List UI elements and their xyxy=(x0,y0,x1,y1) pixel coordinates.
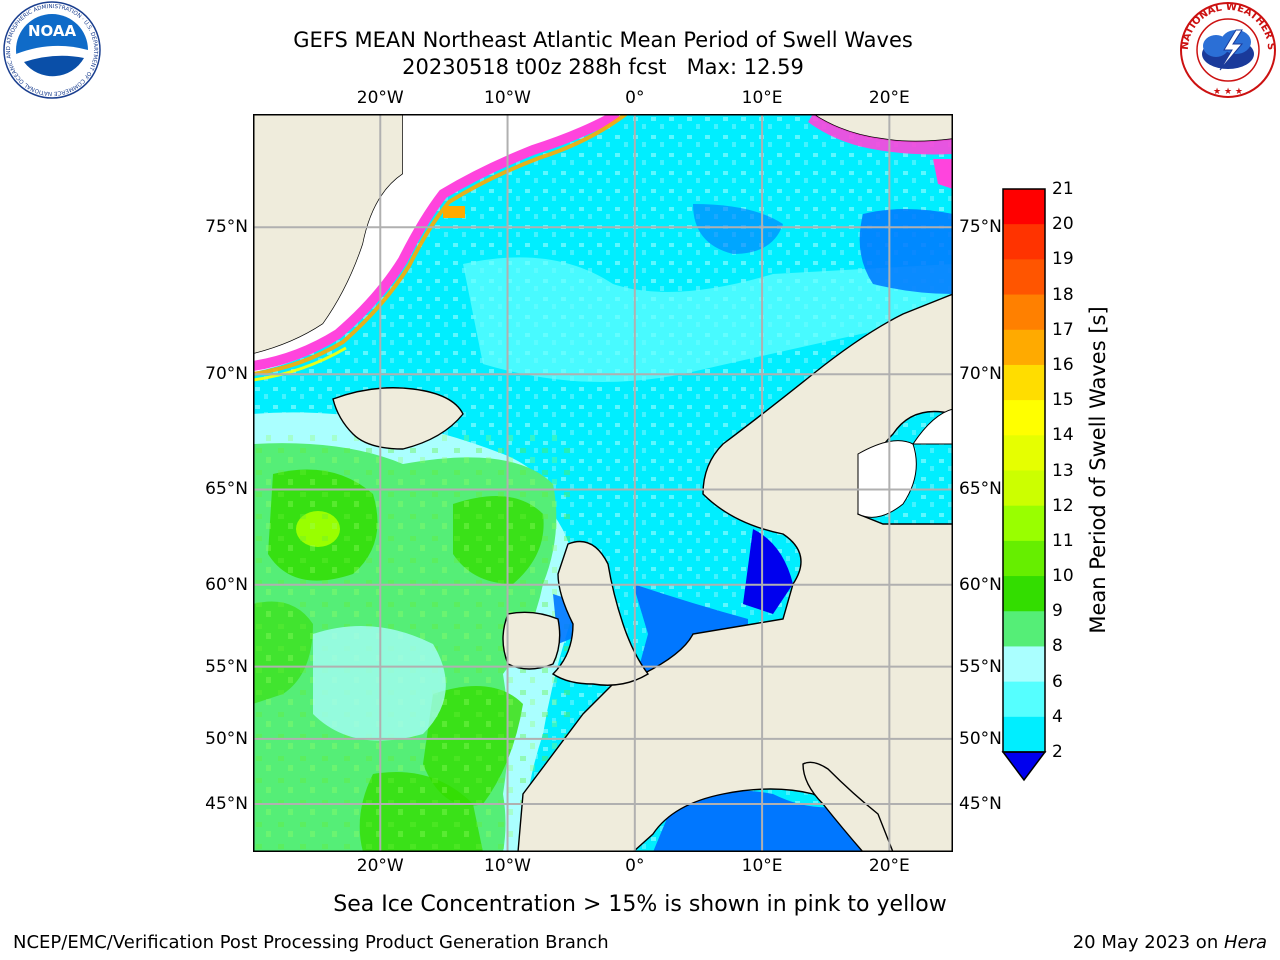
svg-text:★ ★ ★: ★ ★ ★ xyxy=(1213,87,1243,97)
lat-tick-right-4: 55°N xyxy=(959,656,1002,677)
colorbar-band-0 xyxy=(1003,189,1045,225)
lat-tick-left-1: 70°N xyxy=(205,364,248,385)
great-britain xyxy=(551,540,650,686)
noaa-logo: NOAA NATIONAL OCEANIC AND ATMOSPHERIC AD… xyxy=(3,1,101,99)
colorbar-label-9: 12 xyxy=(1052,495,1074,516)
gulf-of-bothnia xyxy=(857,440,917,518)
lat-tick-right-6: 45°N xyxy=(959,793,1002,814)
lon-tick-top-4: 20°E xyxy=(868,88,910,108)
lon-tick-top-1: 10°W xyxy=(484,88,532,108)
lat-tick-right-5: 50°N xyxy=(959,728,1002,749)
colorbar-title: Mean Period of Swell Waves [s] xyxy=(1086,306,1110,634)
lon-tick-bottom-4: 20°E xyxy=(868,856,910,876)
colorbar-band-1 xyxy=(1003,224,1045,260)
chart-title: GEFS MEAN Northeast Atlantic Mean Period… xyxy=(293,28,913,52)
iceland xyxy=(332,387,464,450)
colorbar-label-0: 21 xyxy=(1052,179,1074,199)
chart-subtitle: 20230518 t00z 288h fcst Max: 12.59 xyxy=(402,55,804,79)
lat-tick-left-5: 50°N xyxy=(205,728,248,749)
colorbar-label-10: 11 xyxy=(1052,530,1074,551)
colorbar-band-12 xyxy=(1003,611,1045,647)
colorbar-label-7: 14 xyxy=(1052,425,1074,446)
svg-text:NOAA: NOAA xyxy=(28,22,77,40)
europe-scandinavia xyxy=(517,293,953,852)
colorbar-label-13: 8 xyxy=(1052,636,1063,657)
colorbar xyxy=(1001,188,1047,782)
colorbar-label-1: 20 xyxy=(1052,214,1074,235)
footer-date: 20 May 2023 on Hera xyxy=(1073,932,1267,954)
colorbar-label-2: 19 xyxy=(1052,249,1074,270)
colorbar-label-4: 17 xyxy=(1052,319,1074,340)
colorbar-band-2 xyxy=(1003,259,1045,296)
sea-ice-edge-pink xyxy=(253,114,621,371)
colorbar-band-6 xyxy=(1003,400,1045,436)
colorbar-band-13 xyxy=(1003,646,1045,683)
colorbar-band-7 xyxy=(1003,435,1045,471)
colorbar-band-5 xyxy=(1003,364,1045,401)
nws-logo: NATIONAL WEATHER SERVICE ★ ★ ★ xyxy=(1176,0,1276,98)
lon-tick-top-3: 10°E xyxy=(741,88,783,108)
lat-tick-left-4: 55°N xyxy=(205,656,248,677)
lat-tick-left-3: 60°N xyxy=(205,574,248,595)
colorbar-band-11 xyxy=(1003,576,1045,612)
colorbar-band-15 xyxy=(1003,716,1045,753)
footer-branch: NCEP/EMC/Verification Post Processing Pr… xyxy=(13,932,609,953)
colorbar-label-14: 6 xyxy=(1052,671,1063,692)
colorbar-label-3: 18 xyxy=(1052,284,1074,305)
lon-tick-bottom-3: 10°E xyxy=(741,856,783,876)
lat-tick-left-6: 45°N xyxy=(205,793,248,814)
lon-tick-bottom-2: 0° xyxy=(625,856,645,876)
lon-tick-bottom-0: 20°W xyxy=(356,856,404,876)
map-plot xyxy=(253,114,953,852)
lat-tick-right-3: 60°N xyxy=(959,574,1002,595)
colorbar-band-9 xyxy=(1003,505,1045,542)
colorbar-band-3 xyxy=(1003,294,1045,331)
colorbar-band-8 xyxy=(1003,470,1045,507)
colorbar-label-11: 10 xyxy=(1052,566,1074,587)
colorbar-label-12: 9 xyxy=(1052,601,1063,622)
sea-ice-note: Sea Ice Concentration > 15% is shown in … xyxy=(333,892,947,917)
north-sea-low-zone xyxy=(633,584,748,689)
colorbar-label-15: 4 xyxy=(1052,706,1063,727)
lat-tick-left-0: 75°N xyxy=(205,217,248,238)
lat-tick-right-1: 70°N xyxy=(959,364,1002,385)
lat-tick-right-0: 75°N xyxy=(959,217,1002,238)
land-masses xyxy=(253,114,953,852)
lon-tick-top-0: 20°W xyxy=(356,88,404,108)
colorbar-label-16: 2 xyxy=(1052,742,1063,762)
lat-tick-right-2: 65°N xyxy=(959,479,1002,500)
lon-tick-bottom-1: 10°W xyxy=(484,856,532,876)
footer-date-text: 20 May 2023 on xyxy=(1072,932,1224,953)
colorbar-band-4 xyxy=(1003,329,1045,366)
footer-host: Hera xyxy=(1223,932,1267,953)
map-gridlines xyxy=(253,114,953,852)
colorbar-label-5: 16 xyxy=(1052,354,1074,375)
colorbar-extend-arrow xyxy=(1001,751,1047,782)
colorbar-band-14 xyxy=(1003,681,1045,718)
lat-tick-left-2: 65°N xyxy=(205,479,248,500)
lon-tick-top-2: 0° xyxy=(625,88,645,108)
skagerrak-low-zone xyxy=(743,529,793,614)
map-border xyxy=(253,114,953,852)
colorbar-label-8: 13 xyxy=(1052,460,1074,481)
colorbar-label-6: 15 xyxy=(1052,390,1074,411)
sea-ice-area xyxy=(253,114,623,372)
colorbar-band-10 xyxy=(1003,540,1045,577)
ireland xyxy=(502,611,561,670)
